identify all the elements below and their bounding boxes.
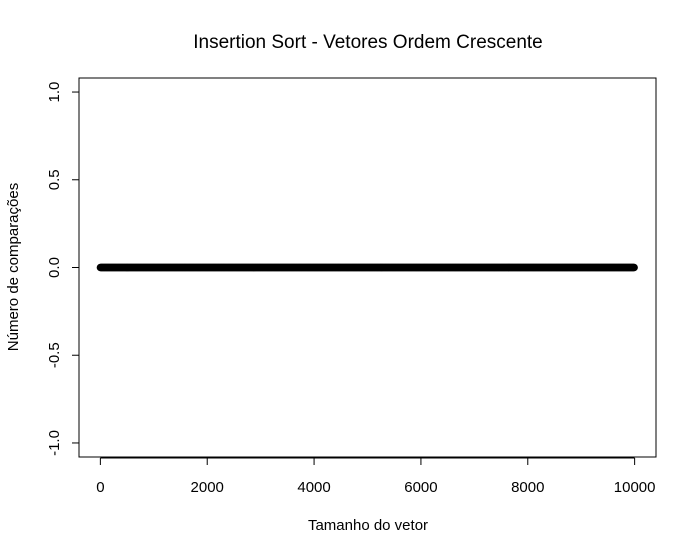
y-tick-label: -1.0 <box>46 430 63 456</box>
x-tick-label: 4000 <box>297 479 330 496</box>
y-tick-label: 0.5 <box>46 169 63 190</box>
y-tick-label: 0.0 <box>46 257 63 278</box>
x-tick-label: 10000 <box>614 479 656 496</box>
data-points <box>96 263 638 272</box>
x-tick-label: 6000 <box>404 479 437 496</box>
x-tick-label: 2000 <box>191 479 224 496</box>
x-tick-label: 8000 <box>511 479 544 496</box>
y-tick-label: -0.5 <box>46 342 63 368</box>
x-tick-label: 0 <box>96 479 104 496</box>
y-tick-label: 1.0 <box>46 82 63 103</box>
y-axis-label: Número de comparações <box>5 183 22 351</box>
x-axis-label: Tamanho do vetor <box>308 517 428 534</box>
y-axis: -1.0 -0.5 0.0 0.5 1.0 <box>46 82 80 456</box>
chart-title: Insertion Sort - Vetores Ordem Crescente <box>193 32 543 53</box>
x-axis: 0 2000 4000 6000 8000 10000 <box>96 457 656 496</box>
data-point <box>630 263 638 272</box>
